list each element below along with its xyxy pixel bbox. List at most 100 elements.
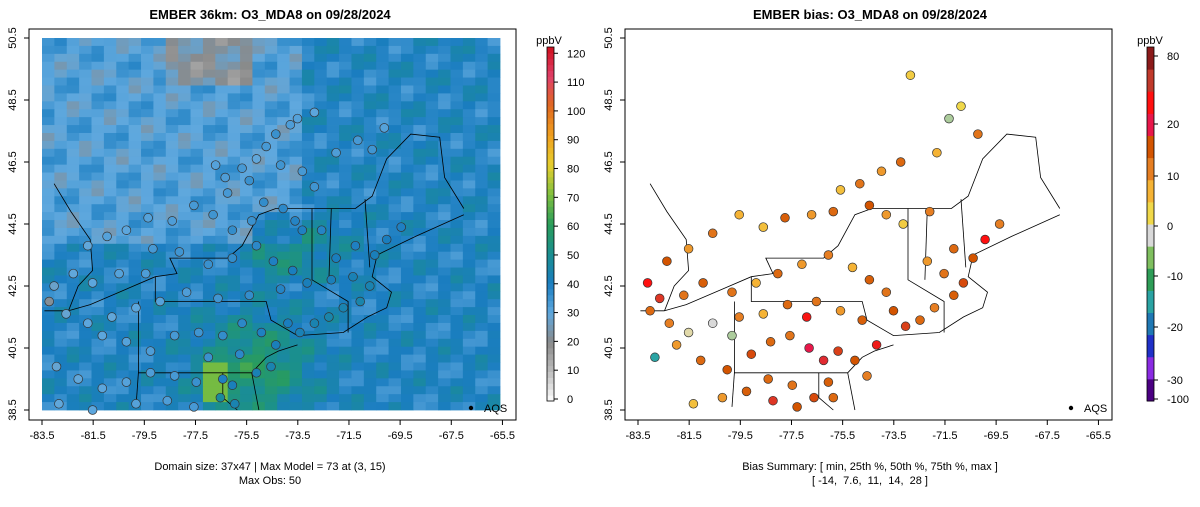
model-grid-cell xyxy=(351,212,365,221)
model-grid-cell xyxy=(42,38,55,47)
model-grid-cell xyxy=(190,307,204,316)
model-grid-cell xyxy=(103,212,117,221)
colorbar-segment xyxy=(1147,47,1154,70)
model-grid-cell xyxy=(289,227,303,237)
model-grid-cell xyxy=(116,235,130,245)
model-grid-cell xyxy=(388,204,402,213)
model-grid-cell xyxy=(487,283,501,292)
model-grid-cell xyxy=(202,196,216,205)
colorbar-segment xyxy=(547,342,554,349)
model-grid-cell xyxy=(277,156,290,166)
model-grid-cell xyxy=(215,220,229,229)
model-grid-cell xyxy=(450,156,464,166)
model-grid-cell xyxy=(314,354,328,363)
model-grid-cell xyxy=(128,235,142,245)
model-grid-cell xyxy=(128,172,142,181)
model-grid-cell xyxy=(42,93,55,102)
model-grid-cell xyxy=(215,148,229,158)
x-tick-label: -79.5 xyxy=(132,430,157,442)
model-grid-cell xyxy=(153,101,167,110)
model-grid-cell xyxy=(79,307,92,316)
model-grid-cell xyxy=(462,180,476,189)
model-grid-cell xyxy=(400,101,414,110)
model-grid-cell xyxy=(42,132,55,142)
model-grid-cell xyxy=(128,140,142,150)
model-grid-cell xyxy=(116,299,130,308)
model-grid-cell xyxy=(190,45,204,55)
model-grid-cell xyxy=(326,196,340,205)
model-grid-cell xyxy=(326,354,340,363)
model-grid-cell xyxy=(450,204,464,213)
observation-point xyxy=(664,318,675,328)
model-grid-cell xyxy=(153,330,167,340)
model-grid-cell xyxy=(314,291,328,300)
model-grid-cell xyxy=(252,180,266,189)
model-grid-cell xyxy=(450,196,464,205)
model-grid-cell xyxy=(215,53,229,63)
model-grid-cell xyxy=(227,212,241,221)
model-grid-cell xyxy=(425,204,439,213)
model-grid-cell xyxy=(116,148,130,158)
model-grid-cell xyxy=(314,251,328,261)
model-grid-cell xyxy=(178,140,191,150)
model-grid-cell xyxy=(227,196,241,205)
model-grid-cell xyxy=(165,69,179,78)
model-grid-cell xyxy=(487,227,501,237)
model-grid-cell xyxy=(42,204,55,213)
model-grid-cell xyxy=(252,378,266,387)
model-grid-cell xyxy=(376,275,389,284)
model-grid-cell xyxy=(153,125,167,134)
model-grid-cell xyxy=(314,180,328,189)
observation-point xyxy=(707,228,718,239)
model-grid-cell xyxy=(215,243,229,253)
model-grid-cell xyxy=(277,61,290,71)
model-grid-cell xyxy=(141,322,154,332)
model-grid-cell xyxy=(314,109,328,118)
model-grid-cell xyxy=(153,172,167,181)
x-tick-label: -77.5 xyxy=(779,430,804,442)
model-grid-cell xyxy=(314,235,328,245)
left-chart-title: EMBER 36km: O3_MDA8 on 09/28/2024 xyxy=(149,7,391,22)
colorbar-segment xyxy=(547,318,554,325)
model-grid-cell xyxy=(450,251,464,261)
model-grid-cell xyxy=(54,132,68,142)
model-grid-cell xyxy=(450,338,464,348)
model-grid-cell xyxy=(240,402,253,411)
model-grid-cell xyxy=(425,307,439,316)
model-grid-cell xyxy=(475,394,489,403)
x-tick-label: -77.5 xyxy=(183,430,208,442)
model-grid-cell xyxy=(400,386,414,395)
observation-point xyxy=(707,318,718,328)
colorbar-segment xyxy=(1147,312,1154,336)
model-grid-cell xyxy=(190,164,204,173)
x-tick-label: -81.5 xyxy=(81,430,106,442)
model-grid-cell xyxy=(153,291,167,300)
model-grid-cell xyxy=(240,61,253,71)
model-grid-cell xyxy=(450,330,464,340)
colorbar-segment xyxy=(547,106,554,113)
model-grid-cell xyxy=(227,275,241,284)
model-grid-cell xyxy=(388,275,402,284)
model-grid-cell xyxy=(277,299,290,308)
model-grid-cell xyxy=(289,243,303,253)
model-grid-cell xyxy=(475,283,489,292)
model-grid-cell xyxy=(202,243,216,253)
model-grid-cell xyxy=(153,212,167,221)
observation-point xyxy=(365,281,375,291)
model-grid-cell xyxy=(42,235,55,245)
observation-point xyxy=(266,361,276,372)
model-grid-cell xyxy=(425,354,439,363)
model-grid-cell xyxy=(66,243,80,253)
model-grid-cell xyxy=(289,354,303,363)
model-grid-cell xyxy=(54,267,68,276)
observation-point xyxy=(727,330,737,341)
model-grid-cell xyxy=(227,101,241,110)
y-tick-label: 50.5 xyxy=(603,27,615,48)
model-grid-cell xyxy=(363,338,377,348)
model-grid-cell xyxy=(487,109,501,118)
model-grid-cell xyxy=(141,307,154,316)
model-grid-cell xyxy=(66,61,80,71)
model-grid-cell xyxy=(339,338,352,348)
colorbar-segment xyxy=(547,383,554,390)
model-grid-cell xyxy=(103,188,117,197)
